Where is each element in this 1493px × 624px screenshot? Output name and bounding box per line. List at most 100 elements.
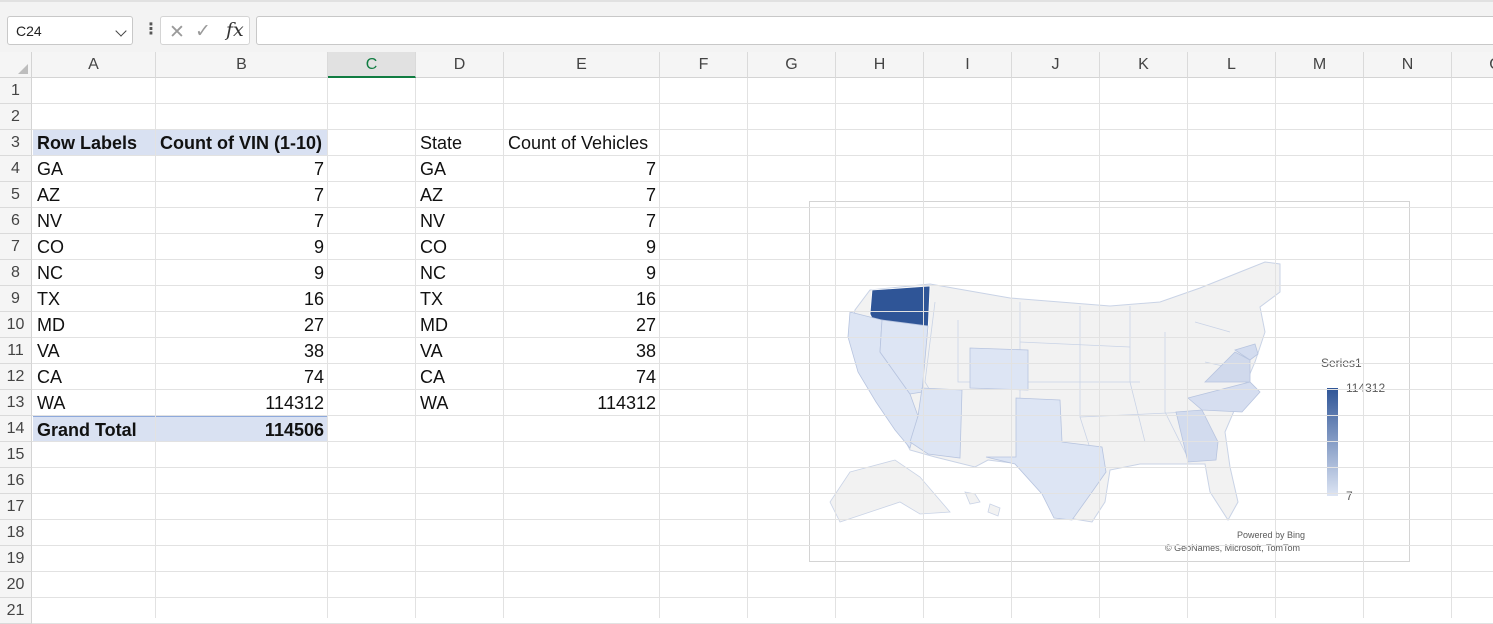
row-header-11[interactable]: 11 [0,338,32,364]
table-row-state[interactable]: VA [420,341,443,361]
pivot-row-label[interactable]: NC [37,263,63,283]
table-row-state[interactable]: NV [420,211,446,231]
grid-line-horizontal [32,103,1493,104]
row-header-2[interactable]: 2 [0,104,32,130]
pivot-row-value[interactable]: 9 [313,237,324,257]
column-header-j[interactable]: J [1012,52,1100,78]
table-row-state[interactable]: WA [420,393,449,413]
column-header-d[interactable]: D [416,52,504,78]
pivot-row-value[interactable]: 27 [303,315,324,335]
grid-line-horizontal [32,259,1493,260]
formula-input[interactable] [256,16,1493,45]
table-row-count[interactable]: 114312 [597,393,656,413]
table-row-state[interactable]: NC [420,263,446,283]
table-row-count[interactable]: 7 [645,185,656,205]
row-header-10[interactable]: 10 [0,312,32,338]
pivot-row-label[interactable]: NV [37,211,63,231]
row-header-21[interactable]: 21 [0,598,32,624]
worksheet-grid[interactable]: Row Labels Count of VIN (1-10) GA 7 AZ 7 NV 7… [0,52,1493,624]
pivot-grand-total-value[interactable]: 114506 [156,416,328,442]
pivot-row-label[interactable]: AZ [37,185,61,205]
column-header-h[interactable]: H [836,52,924,78]
row-header-3[interactable]: 3 [0,130,32,156]
row-header-1[interactable]: 1 [0,78,32,104]
pivot-row-value[interactable]: 7 [313,185,324,205]
table-row-state[interactable]: MD [420,315,448,335]
row-header-19[interactable]: 19 [0,546,32,572]
row-header-16[interactable]: 16 [0,468,32,494]
column-header-e[interactable]: E [504,52,660,78]
column-header-b[interactable]: B [156,52,328,78]
column-header-g[interactable]: G [748,52,836,78]
column-header-l[interactable]: L [1188,52,1276,78]
column-header-f[interactable]: F [660,52,748,78]
pivot-grand-total-label[interactable]: Grand Total [33,416,156,442]
table-row-state[interactable]: CO [420,237,447,257]
column-header-n[interactable]: N [1364,52,1452,78]
pivot-row-label[interactable]: GA [37,159,64,179]
table-row-state[interactable]: GA [420,159,447,179]
grid-line-horizontal [32,129,1493,130]
table-row-count[interactable]: 7 [645,159,656,179]
table-header-state[interactable]: State [420,133,463,153]
row-header-4[interactable]: 4 [0,156,32,182]
check-icon[interactable]: ✓ [195,21,211,42]
table-row-count[interactable]: 27 [635,315,656,335]
table-row-count[interactable]: 9 [645,263,656,283]
row-header-7[interactable]: 7 [0,234,32,260]
select-all-corner[interactable] [0,52,32,78]
table-row-count[interactable]: 9 [645,237,656,257]
table-row-count[interactable]: 16 [635,289,656,309]
pivot-row-value[interactable]: 16 [303,289,324,309]
row-header-13[interactable]: 13 [0,390,32,416]
row-header-14[interactable]: 14 [0,416,32,442]
row-header-15[interactable]: 15 [0,442,32,468]
name-box[interactable]: C24 [7,16,133,45]
chevron-down-icon[interactable] [115,25,127,37]
column-header-i[interactable]: I [924,52,1012,78]
row-header-12[interactable]: 12 [0,364,32,390]
map-attribution-bing: Powered by Bing [1237,530,1306,540]
column-header-a[interactable]: A [32,52,156,78]
table-row-count[interactable]: 7 [645,211,656,231]
table-row-count[interactable]: 38 [635,341,656,361]
row-header-18[interactable]: 18 [0,520,32,546]
pivot-row-label[interactable]: VA [37,341,60,361]
row-header-9[interactable]: 9 [0,286,32,312]
row-header-20[interactable]: 20 [0,572,32,598]
pivot-header-count[interactable]: Count of VIN (1-10) [156,130,328,156]
table-row-state[interactable]: CA [420,367,446,387]
map-chart[interactable]: Series1 114312 7 Powered by Bing © GeoNa… [809,201,1410,562]
table-row-state[interactable]: TX [420,289,444,309]
grid-line-vertical [1363,78,1364,618]
column-header-m[interactable]: M [1276,52,1364,78]
pivot-row-value[interactable]: 114312 [265,393,324,413]
more-options-icon[interactable]: ⋮ [143,21,159,38]
insert-function-icon[interactable]: fx [226,19,244,41]
pivot-row-value[interactable]: 74 [303,367,324,387]
row-header-6[interactable]: 6 [0,208,32,234]
pivot-row-value[interactable]: 9 [313,263,324,283]
pivot-row-value[interactable]: 7 [313,211,324,231]
cancel-icon[interactable]: ✕ [169,22,185,43]
map-base-hawaii [964,491,1001,517]
table-row-state[interactable]: AZ [420,185,444,205]
pivot-row-label[interactable]: MD [37,315,65,335]
column-header-k[interactable]: K [1100,52,1188,78]
pivot-row-label[interactable]: TX [37,289,61,309]
grid-line-horizontal [32,285,1493,286]
pivot-row-label[interactable]: CA [37,367,63,387]
pivot-row-value[interactable]: 38 [303,341,324,361]
row-header-17[interactable]: 17 [0,494,32,520]
grid-line-horizontal [32,233,1493,234]
table-row-count[interactable]: 74 [635,367,656,387]
column-header-c[interactable]: C [328,52,416,78]
pivot-header-row-labels[interactable]: Row Labels [33,130,184,156]
pivot-row-label[interactable]: CO [37,237,64,257]
table-header-count[interactable]: Count of Vehicles [508,133,649,153]
pivot-row-value[interactable]: 7 [313,159,324,179]
column-header-o[interactable]: O [1452,52,1493,78]
row-header-8[interactable]: 8 [0,260,32,286]
row-header-5[interactable]: 5 [0,182,32,208]
pivot-row-label[interactable]: WA [37,393,66,413]
